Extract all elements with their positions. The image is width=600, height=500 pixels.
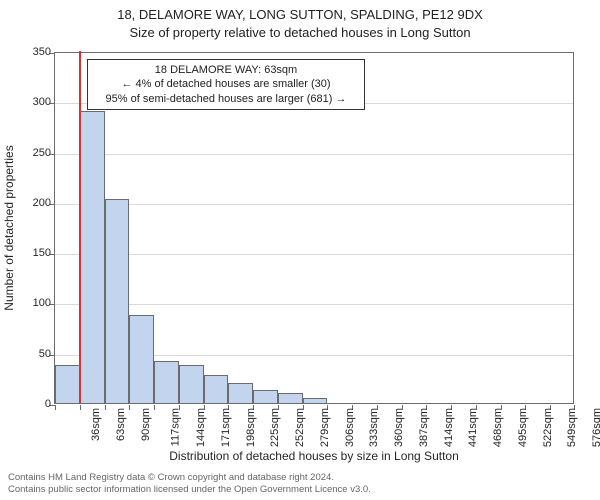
y-tick-label: 150	[21, 247, 51, 259]
x-tick-label: 495sqm	[517, 408, 529, 447]
x-tick-label: 306sqm	[344, 408, 356, 447]
annotation-line: 18 DELAMORE WAY: 63sqm	[95, 63, 357, 77]
x-tick-label: 522sqm	[542, 408, 554, 447]
histogram-bar	[303, 398, 328, 403]
x-tick-label: 144sqm	[195, 408, 207, 447]
page-title: 18, DELAMORE WAY, LONG SUTTON, SPALDING,…	[0, 6, 600, 24]
x-tick-mark	[55, 405, 56, 410]
footer-attribution: Contains HM Land Registry data © Crown c…	[8, 472, 371, 496]
x-tick-label: 36sqm	[90, 408, 102, 441]
y-tick-label: 350	[21, 46, 51, 58]
y-tick-label: 250	[21, 147, 51, 159]
x-tick-label: 279sqm	[319, 408, 331, 447]
grid-line	[55, 154, 573, 155]
x-tick-label: 549sqm	[567, 408, 579, 447]
annotation-line: ← 4% of detached houses are smaller (30)	[95, 77, 357, 91]
histogram-chart: 18 DELAMORE WAY: 63sqm← 4% of detached h…	[54, 52, 574, 404]
histogram-bar	[154, 361, 179, 403]
x-tick-mark	[80, 405, 81, 410]
x-tick-label: 63sqm	[115, 408, 127, 441]
histogram-bar	[204, 375, 229, 403]
footer-line: Contains public sector information licen…	[8, 484, 371, 496]
x-tick-label: 360sqm	[393, 408, 405, 447]
x-tick-label: 333sqm	[369, 408, 381, 447]
y-tick-label: 200	[21, 197, 51, 209]
y-tick-label: 300	[21, 96, 51, 108]
x-tick-mark	[154, 405, 155, 410]
histogram-bar	[278, 393, 303, 403]
histogram-bar	[253, 390, 278, 403]
x-tick-label: 252sqm	[294, 408, 306, 447]
annotation-line: 95% of semi-detached houses are larger (…	[95, 92, 357, 106]
footer-line: Contains HM Land Registry data © Crown c…	[8, 472, 371, 484]
x-tick-label: 414sqm	[443, 408, 455, 447]
x-tick-label: 441sqm	[468, 408, 480, 447]
grid-line	[55, 204, 573, 205]
histogram-bar	[179, 365, 204, 403]
x-axis-label: Distribution of detached houses by size …	[54, 449, 574, 463]
x-tick-label: 90sqm	[140, 408, 152, 441]
x-tick-label: 387sqm	[418, 408, 430, 447]
x-tick-label: 171sqm	[220, 408, 232, 447]
x-tick-label: 576sqm	[591, 408, 600, 447]
histogram-bar	[228, 383, 253, 403]
y-axis-label: Number of detached properties	[2, 145, 16, 310]
y-tick-label: 100	[21, 297, 51, 309]
y-tick-label: 0	[21, 398, 51, 410]
x-tick-label: 468sqm	[492, 408, 504, 447]
x-tick-label: 225sqm	[269, 408, 281, 447]
histogram-bar	[129, 315, 154, 404]
histogram-bar	[80, 111, 105, 403]
x-tick-label: 117sqm	[170, 408, 182, 446]
page-subtitle: Size of property relative to detached ho…	[0, 24, 600, 42]
histogram-bar	[105, 199, 130, 403]
y-tick-label: 50	[21, 348, 51, 360]
grid-line	[55, 254, 573, 255]
x-tick-mark	[129, 405, 130, 410]
histogram-bar	[55, 365, 80, 403]
annotation-callout: 18 DELAMORE WAY: 63sqm← 4% of detached h…	[87, 59, 365, 110]
x-tick-mark	[105, 405, 106, 410]
grid-line	[55, 304, 573, 305]
highlight-marker	[79, 51, 81, 403]
x-tick-label: 198sqm	[245, 408, 257, 447]
